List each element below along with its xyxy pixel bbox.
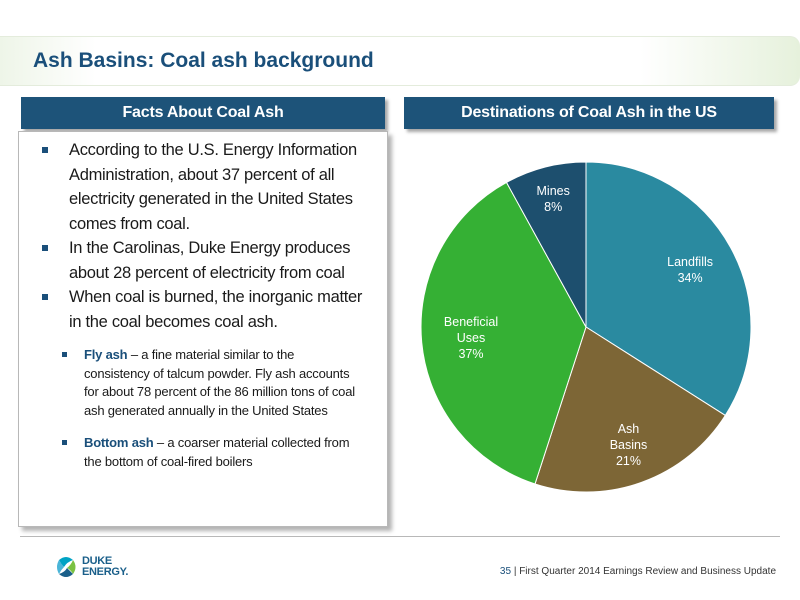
duke-energy-logo-icon [57, 557, 76, 577]
pie-slice-ash-basins [534, 326, 727, 493]
list-item: In the Carolinas, Duke Energy produces a… [31, 236, 371, 285]
fly-ash-term: Fly ash [84, 347, 128, 362]
logo-line-1: DUKE [82, 555, 112, 567]
bullet-text: According to the U.S. Energy Information… [69, 141, 357, 233]
pie-chart-svg: Landfills 34% Ash Basins 21% Beneficial Uses 37… [420, 161, 752, 493]
footer-separator: | [511, 566, 520, 577]
list-item: When coal is burned, the inorganic matte… [31, 285, 371, 334]
page-title: Ash Basins: Coal ash background [33, 49, 374, 72]
footer-caption: 35 | First Quarter 2014 Earnings Review … [500, 566, 776, 577]
pie-chart: Landfills 34% Ash Basins 21% Beneficial Uses 37… [400, 136, 780, 516]
footer-caption-text: First Quarter 2014 Earnings Review and B… [519, 566, 776, 577]
pie-label-ash-basins: Ash Basins 21% [610, 422, 648, 468]
bullet-text: In the Carolinas, Duke Energy produces a… [69, 239, 351, 282]
title-bar [0, 36, 800, 86]
footer-divider [20, 536, 780, 537]
bullet-square-icon [42, 294, 48, 300]
bottom-ash-term: Bottom ash [84, 435, 154, 450]
bullet-square-icon [62, 440, 67, 445]
logo-wordmark: DUKE ENERGY. [82, 555, 129, 578]
bottom-ash-description: – a coarser material collected from the … [84, 435, 350, 469]
facts-list: According to the U.S. Energy Information… [31, 138, 371, 334]
pie-label-mines: Mines 8% [537, 184, 570, 214]
bullet-square-icon [42, 245, 48, 251]
logo-line-2: ENERGY. [82, 566, 129, 578]
list-item: According to the U.S. Energy Information… [31, 138, 371, 236]
pie-slice-beneficial-uses [420, 181, 587, 485]
bullet-square-icon [42, 147, 48, 153]
list-item: Bottom ash – a coarser material collecte… [59, 434, 359, 471]
pie-label-beneficial-uses: Beneficial Uses 37% [444, 315, 498, 361]
chart-heading: Destinations of Coal Ash in the US [404, 97, 774, 129]
facts-heading: Facts About Coal Ash [21, 97, 385, 129]
pie-label-landfills: Landfills 34% [667, 255, 713, 285]
pie-slice-mines [505, 161, 587, 328]
page-number: 35 [499, 566, 512, 577]
fly-ash-description: – a fine material similar to the consist… [84, 347, 355, 418]
bullet-square-icon [62, 352, 67, 357]
bullet-text: When coal is burned, the inorganic matte… [69, 288, 363, 331]
ash-types-list: Fly ash – a fine material similar to the… [59, 346, 359, 485]
pie-slice-landfills [585, 161, 752, 417]
list-item: Fly ash – a fine material similar to the… [59, 346, 359, 420]
facts-panel: According to the U.S. Energy Information… [18, 131, 388, 527]
